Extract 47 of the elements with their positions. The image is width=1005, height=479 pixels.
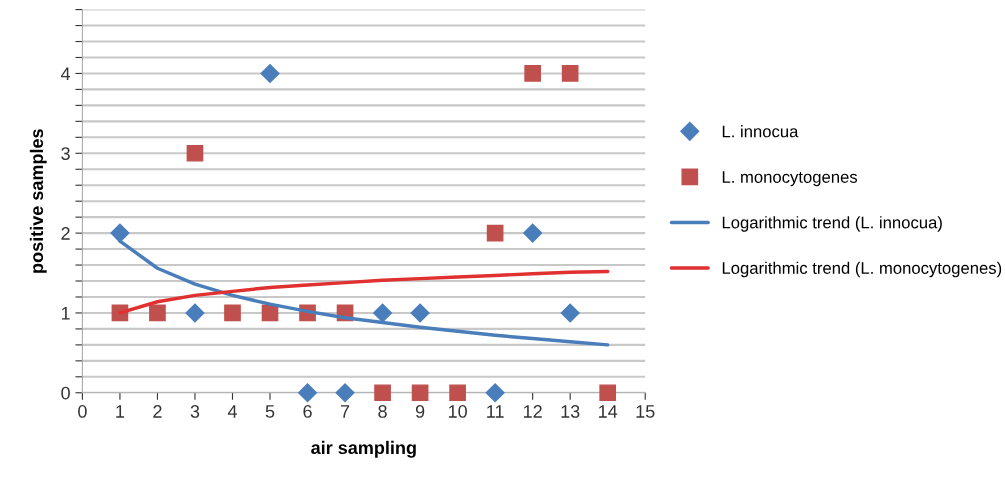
x-tick-label: 13 <box>561 405 580 418</box>
point <box>297 383 318 403</box>
x-tick-label: 10 <box>448 405 467 418</box>
point <box>373 303 393 323</box>
y-tick-label: 3 <box>61 147 70 160</box>
y-tick-label: 2 <box>61 227 70 240</box>
x-tick-label: 15 <box>636 405 655 418</box>
point <box>599 384 617 402</box>
x-tick-label: 2 <box>153 405 162 418</box>
point <box>186 144 204 162</box>
x-tick-label: 14 <box>599 405 618 418</box>
y-tick-label: 4 <box>60 67 71 80</box>
x-axis-title: air sampling <box>311 440 416 458</box>
point <box>224 304 241 322</box>
x-tick-label: 0 <box>78 405 87 418</box>
point <box>485 383 505 403</box>
x-tick-label: 3 <box>190 405 200 418</box>
point <box>335 383 355 403</box>
point <box>374 384 391 402</box>
x-tick-label: 11 <box>487 405 504 418</box>
point <box>523 223 543 243</box>
y-tick-label: 0 <box>61 386 70 400</box>
point <box>110 223 130 243</box>
y-axis-title: positive samples <box>29 129 47 273</box>
legend-label: L. monocytogenes <box>722 171 858 187</box>
point <box>410 303 430 323</box>
point <box>185 303 205 323</box>
point <box>560 303 580 323</box>
point <box>149 304 166 322</box>
x-tick-label: 7 <box>340 405 350 418</box>
y-tick-label: 1 <box>61 307 70 320</box>
point <box>449 384 466 402</box>
point <box>411 384 429 402</box>
x-tick-label: 12 <box>523 405 542 418</box>
point <box>561 65 579 82</box>
x-tick-label: 6 <box>303 405 312 418</box>
legend-label: L. innocua <box>722 125 799 138</box>
point <box>486 224 504 242</box>
x-tick-label: 8 <box>378 405 387 418</box>
x-tick-label: 4 <box>227 405 237 418</box>
legend-label: Logarithmic trend (L. innocua) <box>722 216 942 232</box>
x-tick-label: 1 <box>116 405 125 418</box>
x-tick-label: 9 <box>415 405 425 418</box>
x-tick-label: 5 <box>265 405 275 418</box>
legend-label: Logarithmic trend (L. monocytogenes) <box>722 261 1002 278</box>
point <box>260 63 280 83</box>
point <box>524 65 541 82</box>
